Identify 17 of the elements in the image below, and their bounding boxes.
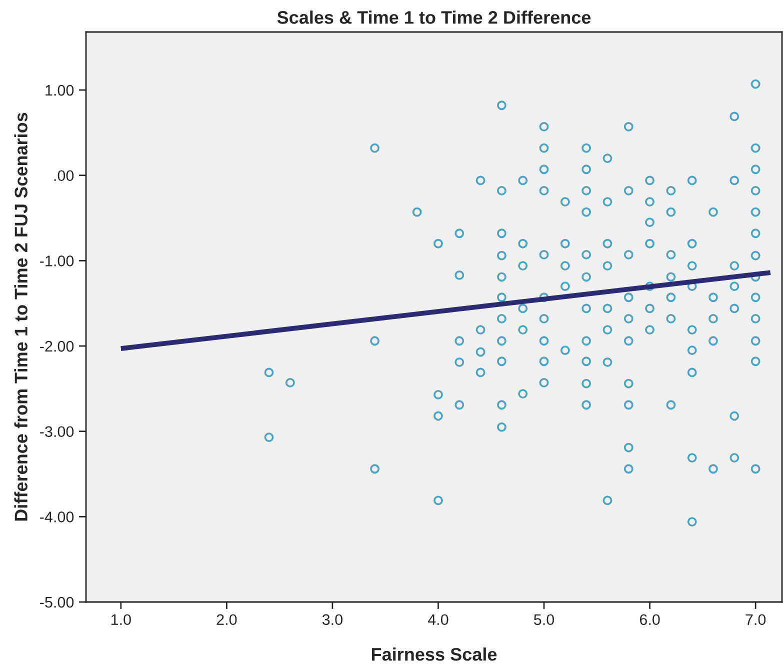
- y-tick-label: -3.00: [40, 426, 74, 438]
- x-tick-label: 5.0: [534, 614, 554, 626]
- chart-title: Scales & Time 1 to Time 2 Difference: [277, 10, 591, 24]
- x-tick-label: 4.0: [428, 614, 448, 626]
- x-tick-label: 3.0: [322, 614, 342, 626]
- x-tick-label: 2.0: [216, 614, 237, 626]
- y-axis-title: Difference from Time 1 to Time 2 FUJ Scenarios: [14, 112, 28, 521]
- y-tick-label: .00: [54, 170, 74, 182]
- x-axis-title: Fairness Scale: [372, 647, 497, 661]
- y-tick-label: -5.00: [40, 596, 74, 608]
- y-tick-label: -4.00: [40, 512, 74, 522]
- x-tick-label: 1.0: [111, 614, 131, 626]
- x-tick-label: 7.0: [746, 614, 766, 626]
- y-tick-label: 1.00: [46, 84, 74, 96]
- y-tick-label: -2.00: [40, 340, 74, 352]
- y-tick-label: -1.00: [40, 256, 74, 266]
- x-tick-label: 6.0: [640, 614, 660, 626]
